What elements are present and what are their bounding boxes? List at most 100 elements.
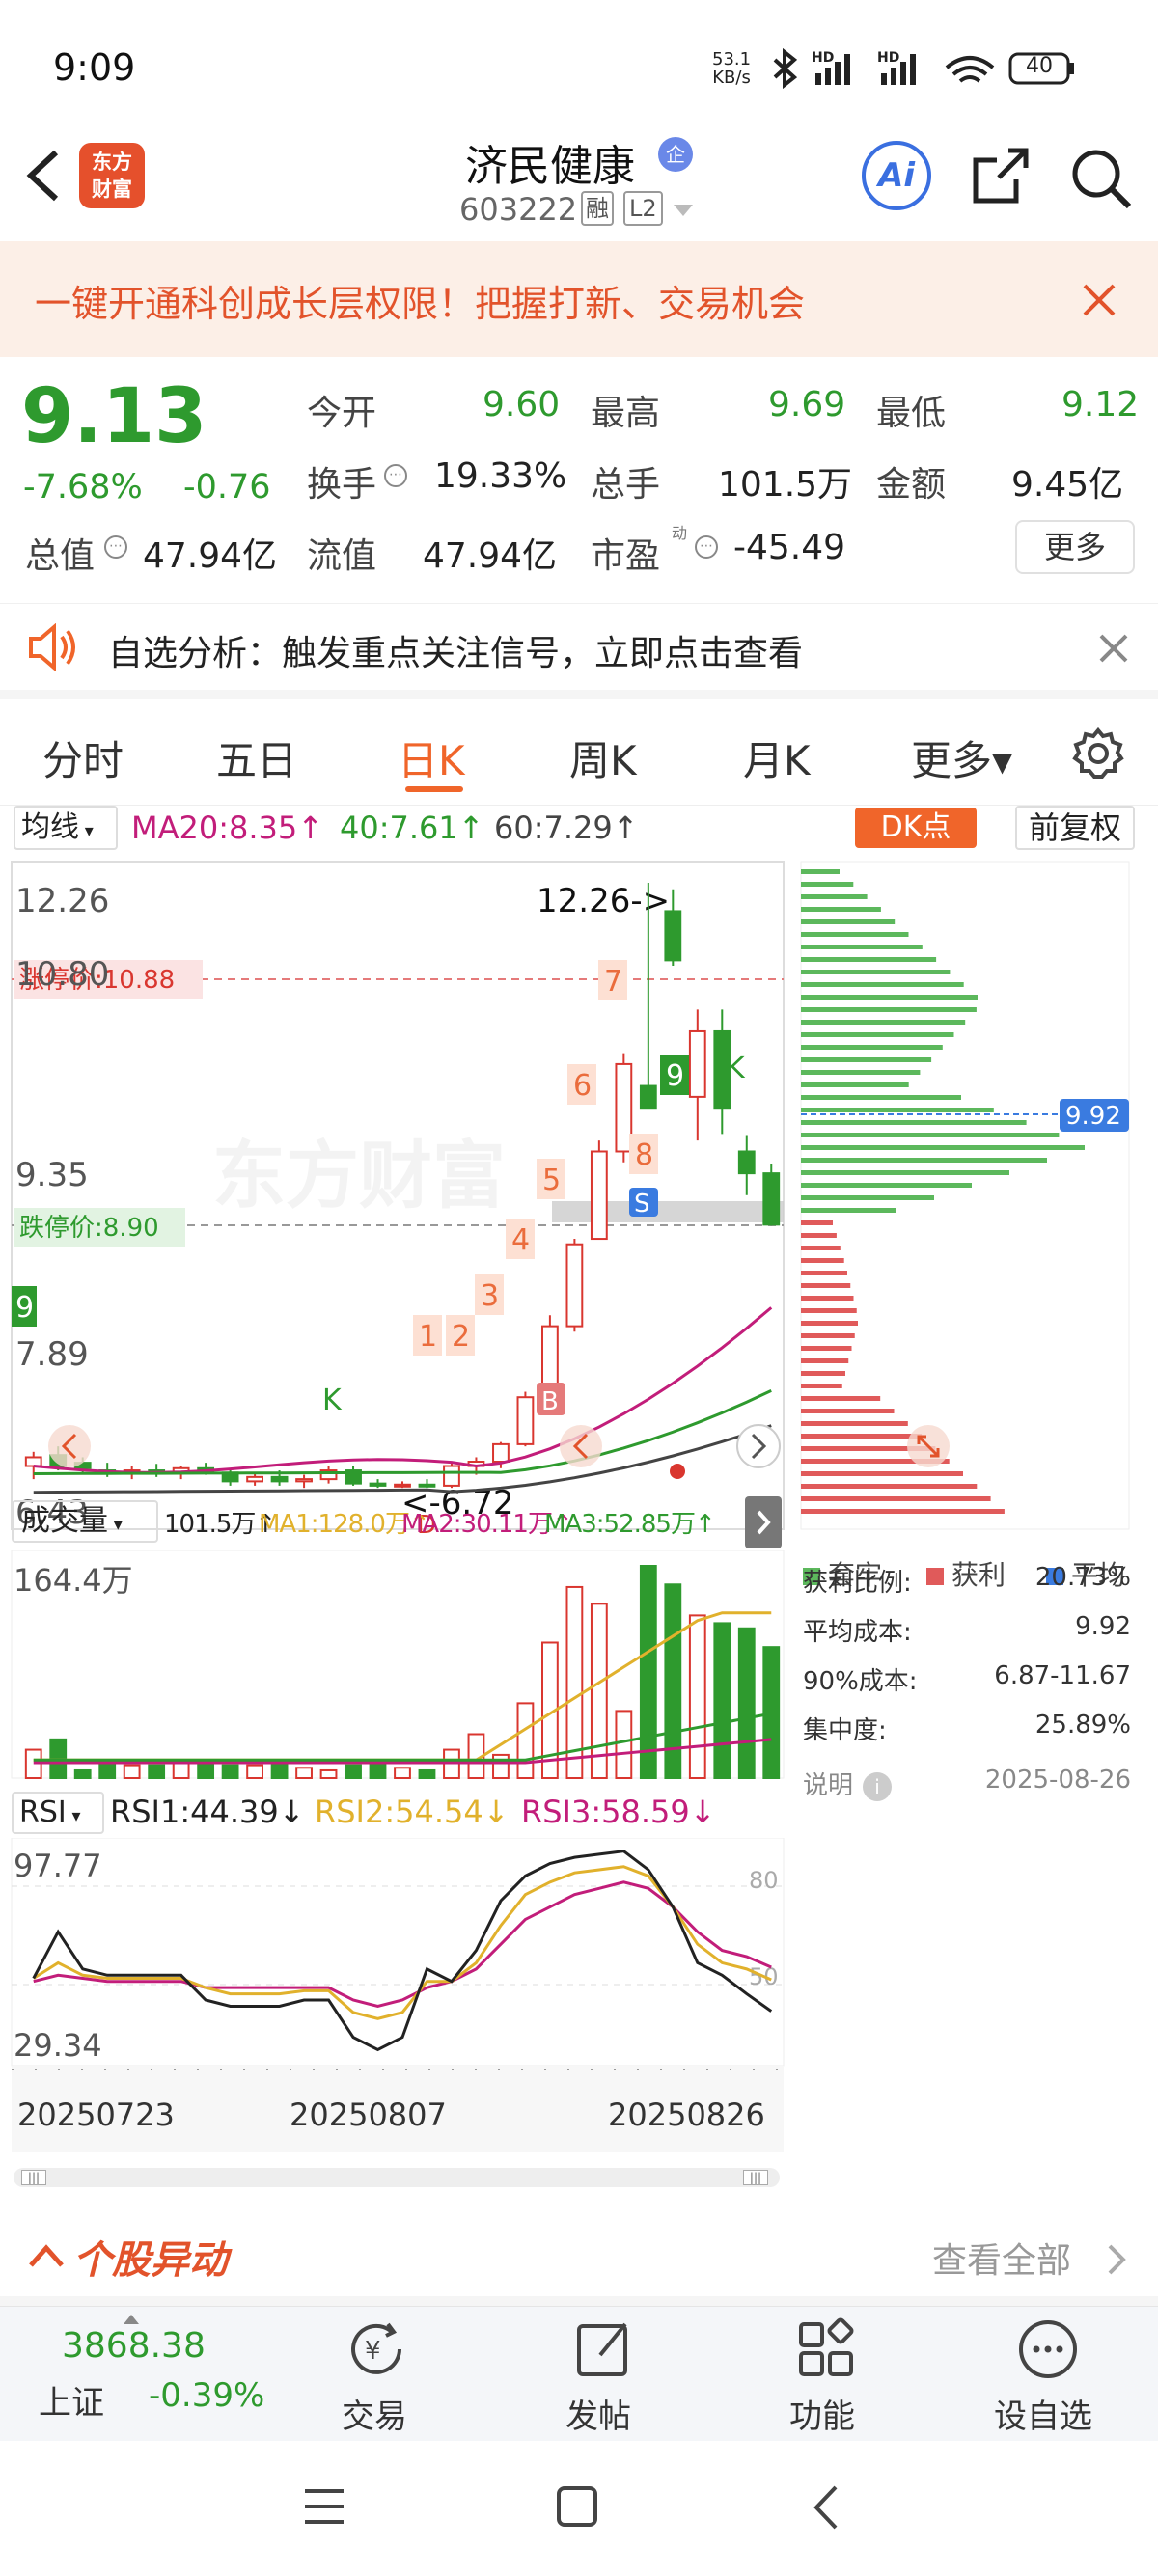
volume-selector[interactable]: 成交量 ▾ [12,1500,158,1543]
signal-notice[interactable]: 自选分析：触发重点关注信号，立即点击查看 [0,603,1158,699]
more-button[interactable]: 更多 [1015,520,1135,574]
movers-link[interactable]: 查看全部 [932,2241,1072,2281]
chip-bar [801,869,840,874]
bluetooth-icon [773,47,798,90]
volume-ma3: MA3:52.85万↑ [544,1510,716,1539]
chip-bar [801,1258,844,1263]
tab-intraday[interactable]: 分时 [42,737,124,784]
volume-ma3-line [33,1712,772,1762]
marker-5-bg [537,1159,565,1199]
rsi-chart[interactable]: 97.77 29.34 80 50 20250723 20250807 2025… [0,1838,791,2156]
rsi-selector[interactable]: RSI ▾ [12,1792,104,1834]
change-amount: -0.76 [183,468,271,507]
chip-bar [801,1434,923,1439]
tab-monthly-k[interactable]: 月K [743,737,811,784]
gear-icon[interactable] [1071,726,1125,781]
candle-body [590,1150,608,1241]
caret-up-icon [124,2315,139,2324]
scroll-handle-left[interactable]: ||| [21,2170,46,2185]
chart-scrollbar[interactable]: ||| ||| [14,2168,780,2187]
back-icon[interactable] [21,147,64,205]
candle-body [664,910,682,962]
stock-header: 东方 财富 济民健康 企 603222 融 L2 Ai [0,125,1158,241]
legend-avg: 平均 [1071,1559,1125,1591]
rsi-bottom: 29.34 [14,2027,102,2064]
candle-body [270,1475,289,1483]
post-icon[interactable] [571,2316,637,2382]
candle-body [688,1029,706,1098]
volume-bar [418,1768,436,1780]
info-icon[interactable]: ⋯ [695,535,718,559]
marker-9b: 9 [666,1059,684,1093]
post-button[interactable]: 发帖 [565,2398,631,2436]
chip-bar [801,1446,936,1451]
period-tabs: 分时 五日 日K 周K 月K 更多▾ [0,709,1158,806]
candle-body [492,1442,510,1463]
search-icon[interactable] [1069,147,1133,210]
info-icon[interactable]: ⋯ [384,464,407,487]
marker-8: 8 [635,1138,653,1172]
trade-icon[interactable]: ¥ [344,2316,409,2382]
back-nav-icon[interactable] [811,2483,841,2532]
tab-daily-k[interactable]: 日K [398,737,465,784]
index-change[interactable]: -0.39% [149,2376,265,2415]
cost-band [552,1201,784,1222]
menu-icon[interactable] [303,2487,345,2526]
chip-bar [801,982,964,987]
chevron-down-icon[interactable] [672,203,695,218]
day-markers: 9 1 2 3 4 5 6 7 8 9 K K B S D [12,960,746,1539]
stat-note-row: 说明 i 2025-08-26 [803,1766,1131,1801]
chevron-up-icon[interactable] [27,2242,66,2269]
volume-ma2-line [33,1738,772,1765]
tab-5day[interactable]: 五日 [216,737,298,784]
promo-text[interactable]: 一键开通科创成长层权限！把握打新、交易机会 [35,283,806,325]
volume-bar [737,1627,756,1779]
tab-weekly-k[interactable]: 周K [569,737,637,784]
promo-banner[interactable]: 一键开通科创成长层权限！把握打新、交易机会 [0,241,1158,357]
share-icon[interactable] [970,145,1032,206]
chip-distribution[interactable]: 9.92 套牢 获利 平均 [799,854,1158,1828]
add-watchlist-button[interactable]: 设自选 [994,2398,1092,2436]
close-icon[interactable] [1098,633,1129,664]
chip-bar [801,1095,961,1100]
candles [24,883,781,1494]
nav-arrows [48,1424,781,1468]
apps-icon[interactable] [793,2316,859,2382]
trade-button[interactable]: 交易 [342,2398,407,2436]
chip-bar [801,945,923,949]
more-circle-icon[interactable] [1015,2316,1081,2382]
chip-bar [801,1484,978,1489]
home-icon[interactable] [556,2485,598,2528]
volume-bar [762,1646,781,1780]
marker-3-bg [475,1274,504,1315]
info-icon[interactable]: i [863,1772,893,1801]
scroll-handle-right[interactable]: ||| [743,2170,768,2185]
volume-chart[interactable]: 164.4万 [0,1550,791,1792]
volume-expand-button[interactable] [745,1496,782,1548]
ma20-label: MA20:8.35↑ [131,809,324,846]
chip-bar [801,957,937,962]
index-name[interactable]: 上证 [39,2384,104,2423]
fq-button[interactable]: 前复权 [1015,806,1135,850]
chip-bar [801,1308,857,1313]
active-tab-indicator [405,786,463,792]
ai-button[interactable]: Ai [862,141,931,210]
info-icon[interactable]: ⋯ [104,535,127,559]
kline-chart[interactable]: 东方财富 涨停价:10.88 跌停价:8.90 12.26 10.80 9.35… [0,854,791,1539]
notice-text[interactable]: 自选分析：触发重点关注信号，立即点击查看 [108,634,804,673]
amount-value: 9.45亿 [1011,465,1124,505]
close-icon[interactable] [1081,282,1117,318]
tab-more[interactable]: 更多▾ [911,737,1013,784]
chip-bar [801,1070,921,1075]
chip-bar [801,1471,963,1476]
stat-row: 90%成本: 6.87-11.67 [803,1661,1131,1696]
dk-button[interactable]: DK点 [855,808,977,848]
chip-bars [801,869,1085,1514]
marker-6: 6 [573,1069,592,1103]
function-button[interactable]: 功能 [789,2398,855,2436]
chevron-right-icon[interactable] [1106,2242,1129,2277]
index-value[interactable]: 3868.38 [62,2326,206,2366]
speaker-icon [29,623,75,671]
volume-bar [590,1603,608,1780]
ma-selector[interactable]: 均线 ▾ [14,806,118,850]
